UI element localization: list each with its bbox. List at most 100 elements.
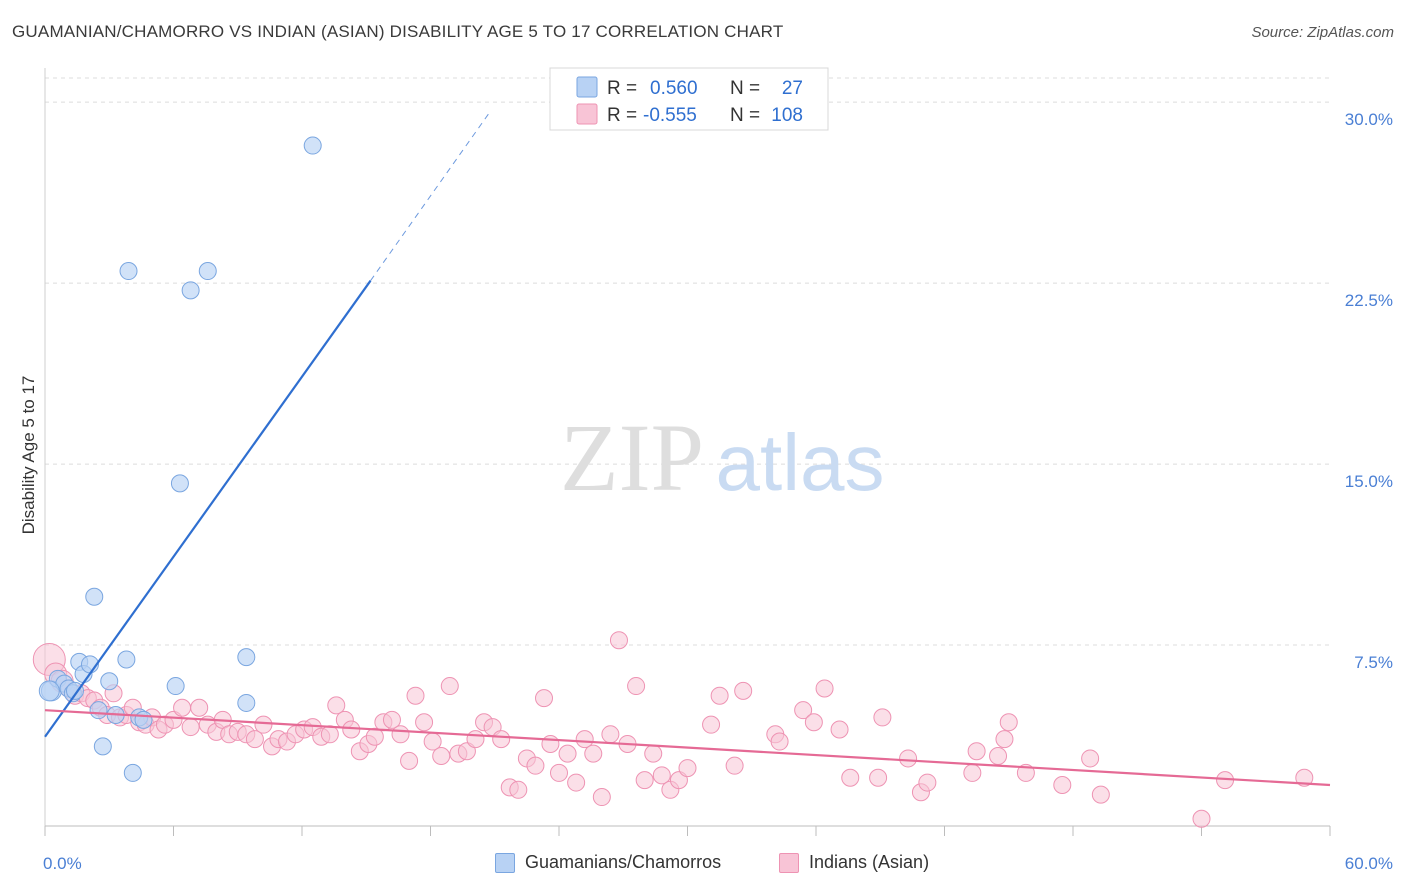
indians-asian-point bbox=[999, 713, 1018, 732]
bottom-legend-item-guamanians: Guamanians/Chamorros bbox=[495, 852, 721, 873]
y-axis-title: Disability Age 5 to 17 bbox=[19, 376, 38, 535]
indians-asian-point bbox=[627, 677, 646, 696]
indians-asian-point bbox=[804, 713, 823, 732]
guamanians-point bbox=[117, 650, 136, 669]
tick-labels: 7.5% 15.0% 22.5% 30.0% 0.0% 60.0% bbox=[43, 110, 1393, 873]
indians-asian-point bbox=[869, 768, 888, 787]
indians-asian-point bbox=[558, 744, 577, 763]
bottom-legend-swatch-blue bbox=[495, 852, 515, 873]
indians-asian-point bbox=[609, 631, 628, 650]
y-tick-label: 22.5% bbox=[1345, 291, 1393, 310]
indians-asian-point bbox=[989, 747, 1008, 766]
y-tick-label: 30.0% bbox=[1345, 110, 1393, 129]
indians-asian-points bbox=[32, 631, 1314, 828]
watermark-zip: ZIP bbox=[560, 404, 704, 511]
indians-asian-point bbox=[635, 771, 654, 790]
guamanians-point bbox=[166, 677, 185, 696]
bottom-legend-item-indians: Indians (Asian) bbox=[779, 852, 929, 873]
indians-asian-point bbox=[770, 732, 789, 751]
indians-asian-point bbox=[873, 708, 892, 727]
indians-asian-point bbox=[1295, 768, 1314, 787]
guamanians-point bbox=[100, 672, 119, 691]
guamanians-point bbox=[123, 763, 142, 782]
indians-asian-point bbox=[567, 773, 586, 792]
chart-title: GUAMANIAN/CHAMORRO VS INDIAN (ASIAN) DIS… bbox=[12, 22, 784, 41]
indians-asian-point bbox=[575, 730, 594, 749]
indians-asian-point bbox=[382, 710, 401, 729]
indians-asian-point bbox=[406, 686, 425, 705]
bottom-legend-label-indians: Indians (Asian) bbox=[809, 852, 930, 872]
indians-asian-point bbox=[550, 763, 568, 782]
indians-asian-point bbox=[320, 725, 339, 744]
gridlines bbox=[45, 77, 1330, 646]
indians-asian-point bbox=[342, 720, 361, 739]
guamanians-point bbox=[303, 136, 322, 155]
indians-asian-point bbox=[509, 780, 528, 799]
guamanians-point bbox=[237, 693, 256, 712]
indians-asian-point bbox=[365, 727, 384, 746]
indians-asian-point bbox=[710, 686, 729, 705]
indians-asian-point bbox=[644, 744, 663, 763]
indians-asian-point bbox=[432, 747, 451, 766]
guamanians-point bbox=[93, 737, 112, 756]
indians-asian-point bbox=[702, 715, 721, 734]
indians-asian-point bbox=[1192, 809, 1211, 828]
guamanians-point bbox=[65, 681, 84, 700]
legend-r-label-2: R = bbox=[607, 105, 637, 126]
indians-asian-point bbox=[391, 725, 410, 744]
guamanians-point bbox=[198, 262, 217, 281]
indians-asian-point bbox=[899, 749, 918, 768]
guamanians-trend-line bbox=[44, 280, 372, 738]
x-tick-label-min: 0.0% bbox=[43, 854, 82, 873]
indians-asian-point bbox=[190, 698, 209, 717]
legend-r-value-2: -0.555 bbox=[643, 105, 697, 126]
indians-asian-point bbox=[492, 730, 511, 749]
indians-asian-point bbox=[415, 713, 434, 732]
guamanians-point bbox=[38, 680, 60, 702]
guamanians-point bbox=[170, 474, 189, 493]
legend-swatch-blue bbox=[576, 76, 598, 98]
guamanians-point bbox=[181, 281, 200, 300]
bottom-legend-label-guamanians: Guamanians/Chamorros bbox=[525, 852, 722, 872]
indians-asian-point bbox=[440, 677, 459, 696]
indians-asian-point bbox=[967, 742, 986, 761]
source-label: Source: ZipAtlas.com bbox=[1251, 24, 1394, 41]
indians-asian-point bbox=[830, 720, 849, 739]
indians-asian-point bbox=[466, 730, 485, 749]
indians-asian-point bbox=[1053, 775, 1072, 794]
indians-asian-point bbox=[592, 788, 611, 807]
indians-asian-point bbox=[601, 725, 620, 744]
indians-asian-point bbox=[815, 679, 834, 698]
indians-asian-point bbox=[1016, 763, 1035, 782]
indians-asian-point bbox=[725, 756, 744, 775]
indians-asian-point bbox=[841, 768, 860, 787]
indians-asian-point bbox=[173, 698, 192, 717]
legend-n-value-1: 27 bbox=[782, 78, 803, 99]
legend-n-label-1: N = bbox=[730, 78, 760, 99]
indians-asian-point bbox=[995, 730, 1014, 749]
indians-asian-point bbox=[181, 718, 200, 737]
indians-asian-point bbox=[535, 689, 554, 708]
indians-asian-point bbox=[400, 751, 419, 770]
indians-asian-point bbox=[254, 715, 273, 734]
watermark-atlas: atlas bbox=[716, 418, 885, 507]
indians-asian-point bbox=[245, 730, 264, 749]
legend-r-value-1: 0.560 bbox=[650, 78, 698, 99]
bottom-legend-swatch-pink bbox=[779, 852, 799, 873]
trend-lines bbox=[44, 113, 1331, 787]
bottom-legend: Guamanians/Chamorros Indians (Asian) bbox=[0, 848, 1406, 880]
indians-asian-point bbox=[963, 763, 982, 782]
indians-asian-point bbox=[541, 734, 560, 753]
guamanians-point bbox=[119, 262, 138, 281]
y-tick-label: 15.0% bbox=[1345, 472, 1393, 491]
guamanians-point bbox=[134, 710, 153, 729]
indians-asian-point bbox=[734, 681, 753, 700]
legend-n-value-2: 108 bbox=[771, 105, 803, 126]
indians-asian-point bbox=[918, 773, 937, 792]
indians-asian-point bbox=[652, 766, 671, 785]
indians-asian-point bbox=[794, 701, 813, 720]
indians-asian-point bbox=[678, 759, 697, 778]
guamanians-point bbox=[85, 587, 104, 606]
legend-box: R = 0.560 N = 27 R = -0.555 N = 108 bbox=[549, 67, 829, 131]
